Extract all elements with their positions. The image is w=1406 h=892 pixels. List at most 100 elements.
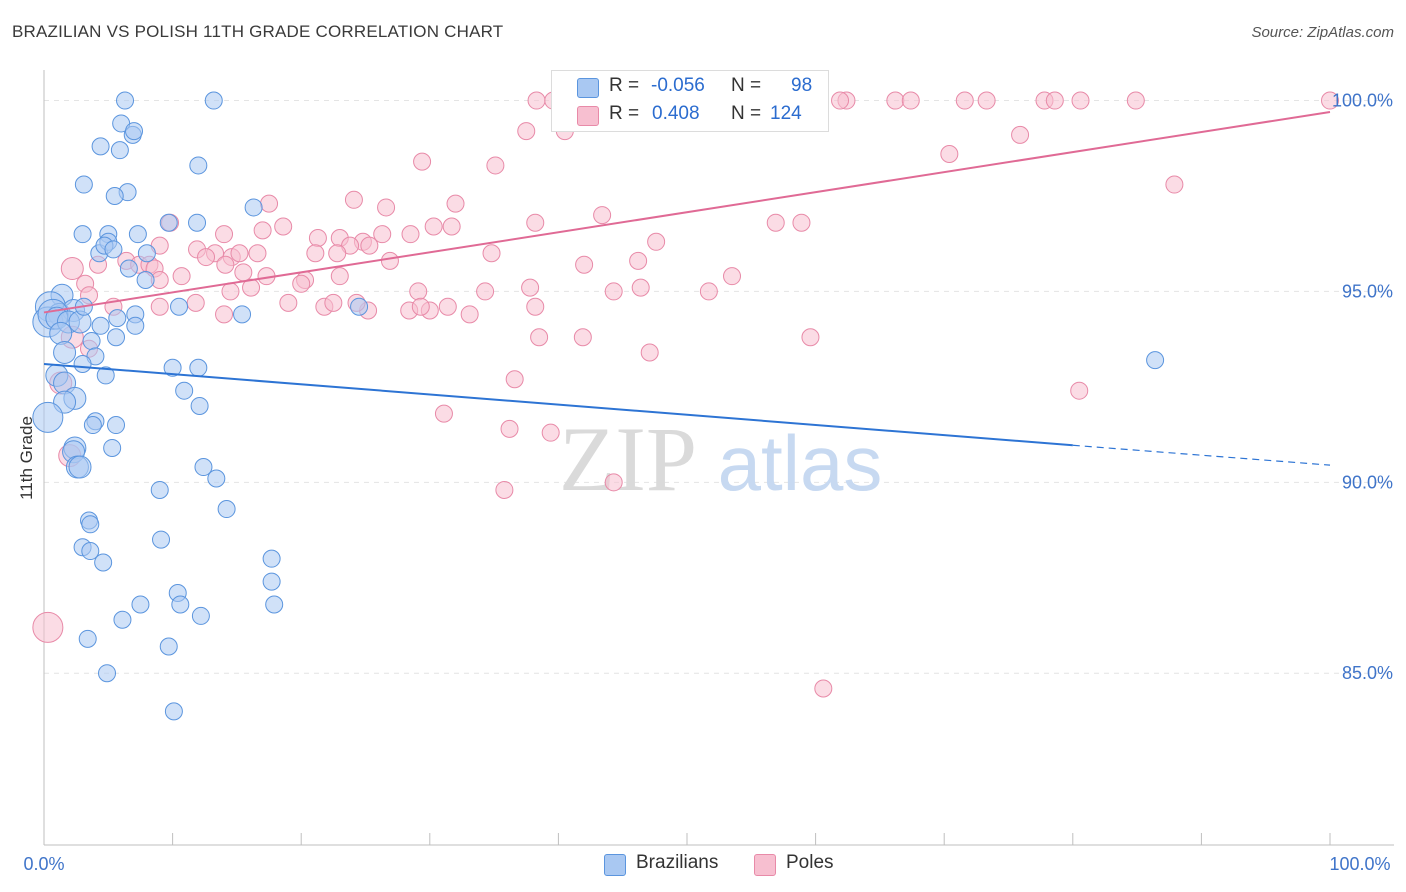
- brazilians-point: [159, 213, 178, 232]
- brazilians-point: [190, 396, 209, 415]
- poles-point: [460, 305, 479, 324]
- brazilians-point: [163, 358, 182, 377]
- brazilians-point: [68, 455, 92, 479]
- brazilians-point: [191, 606, 210, 625]
- brazilians-n-value: 98: [791, 75, 813, 96]
- poles-point: [1070, 381, 1089, 400]
- brazilians-legend-label: Brazilians: [636, 852, 719, 873]
- poles-point: [1045, 91, 1064, 110]
- poles-point: [424, 217, 443, 236]
- brazilians-point: [110, 141, 129, 160]
- y-tick-label: 100.0%: [1332, 91, 1393, 111]
- brazilians-point: [188, 213, 207, 232]
- stats-row-poles: R = 0.408 N = 124: [552, 101, 828, 129]
- brazilians-point: [53, 341, 77, 365]
- poles-trend-line: [43, 111, 1331, 314]
- brazilians-point: [164, 702, 183, 721]
- poles-point: [573, 328, 592, 347]
- poles-point: [186, 293, 205, 312]
- brazilians-point: [128, 225, 147, 244]
- poles-point: [604, 473, 623, 492]
- poles-n-value: 124: [770, 103, 802, 124]
- brazilians-point: [83, 416, 102, 435]
- brazilians-point: [152, 530, 171, 549]
- poles-point: [1321, 91, 1339, 110]
- trend-lines: [43, 111, 1331, 466]
- poles-point: [411, 297, 430, 316]
- poles-point: [330, 267, 349, 286]
- poles-point: [527, 91, 546, 110]
- series-brazilians: [32, 91, 1165, 721]
- poles-point: [221, 282, 240, 301]
- poles-point: [377, 198, 396, 217]
- poles-point: [940, 144, 959, 163]
- brazilians-point: [81, 515, 100, 534]
- brazilians-trend-extension: [1072, 444, 1331, 466]
- r-label: R =: [609, 103, 640, 124]
- brazilians-point: [119, 259, 138, 278]
- poles-point: [530, 328, 549, 347]
- brazilians-point: [137, 244, 156, 263]
- chart-title: BRAZILIAN VS POLISH 11TH GRADE CORRELATI…: [12, 22, 504, 41]
- poles-point: [434, 404, 453, 423]
- y-tick-label: 95.0%: [1342, 281, 1393, 301]
- poles-point: [1071, 91, 1090, 110]
- poles-point: [476, 282, 495, 301]
- brazilians-point: [194, 458, 213, 477]
- poles-point: [526, 213, 545, 232]
- poles-point: [172, 267, 191, 286]
- poles-point: [500, 419, 519, 438]
- poles-point: [631, 278, 650, 297]
- poles-point: [32, 611, 64, 643]
- poles-point: [593, 206, 612, 225]
- brazilians-point: [262, 572, 281, 591]
- stats-row-brazilians: R = -0.056 N = 98: [552, 73, 828, 101]
- n-label: N =: [731, 75, 762, 96]
- grid-lines: [44, 100, 1394, 674]
- poles-point: [541, 423, 560, 442]
- poles-point: [215, 225, 234, 244]
- poles-point: [328, 244, 347, 263]
- series-poles: [32, 91, 1339, 698]
- x-tick-label-max: 100.0%: [1329, 854, 1390, 874]
- poles-point: [292, 274, 311, 293]
- poles-point: [306, 244, 325, 263]
- poles-point: [482, 244, 501, 263]
- brazilians-point: [136, 270, 155, 289]
- poles-legend-swatch: [754, 854, 776, 876]
- brazilians-point: [207, 469, 226, 488]
- brazilians-point: [126, 316, 145, 335]
- y-tick-label: 90.0%: [1342, 472, 1393, 492]
- brazilians-point: [94, 553, 113, 572]
- brazilians-point: [125, 122, 144, 141]
- poles-point: [814, 679, 833, 698]
- poles-point: [1011, 125, 1030, 144]
- poles-point: [260, 194, 279, 213]
- poles-point: [197, 248, 216, 267]
- brazilians-point: [116, 91, 135, 110]
- poles-point: [647, 232, 666, 251]
- n-label: N =: [731, 103, 762, 124]
- brazilians-point: [74, 175, 93, 194]
- poles-point: [438, 297, 457, 316]
- poles-point: [324, 293, 343, 312]
- axes: [43, 70, 1394, 846]
- poles-point: [640, 343, 659, 362]
- x-tick-label-min: 0.0%: [23, 854, 64, 874]
- poles-point: [442, 217, 461, 236]
- x-axis-ticks: [43, 833, 1331, 845]
- brazilians-point: [244, 198, 263, 217]
- poles-point: [604, 282, 623, 301]
- poles-point: [1126, 91, 1145, 110]
- poles-point: [901, 91, 920, 110]
- poles-point: [792, 213, 811, 232]
- poles-point: [401, 225, 420, 244]
- poles-point: [699, 282, 718, 301]
- brazilians-point: [73, 354, 92, 373]
- poles-point: [373, 225, 392, 244]
- poles-point: [446, 194, 465, 213]
- brazilians-point: [175, 381, 194, 400]
- brazilians-point: [104, 240, 123, 259]
- brazilians-point: [262, 549, 281, 568]
